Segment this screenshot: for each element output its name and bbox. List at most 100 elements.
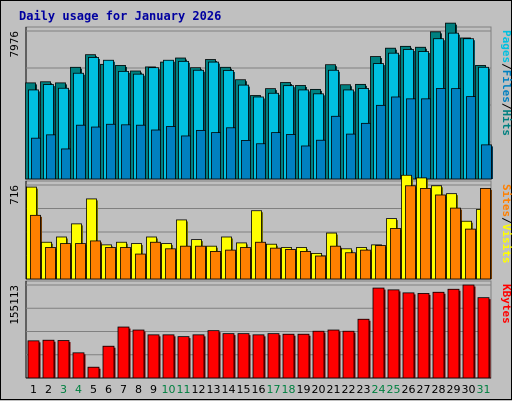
bar-pages-day-20 <box>316 139 327 180</box>
bar-pages-day-26 <box>406 98 417 180</box>
bar-sites-day-29 <box>450 207 461 280</box>
x-tick-label: 14 <box>222 383 236 396</box>
bar-sites-day-31 <box>480 188 491 280</box>
bar-pages-day-4 <box>76 124 87 180</box>
bar-pages-day-9 <box>151 129 162 180</box>
x-tick-label: 1 <box>30 383 37 396</box>
series-legend-label: Sites/Visits <box>500 184 512 264</box>
x-tick-label: 7 <box>120 383 127 396</box>
x-tick-label: 29 <box>447 383 461 396</box>
bar-sites-day-1 <box>30 214 41 280</box>
y-max-label: 716 <box>8 185 21 205</box>
bar-pages-day-13 <box>211 132 222 180</box>
x-tick-label: 26 <box>402 383 416 396</box>
bar-pages-day-18 <box>286 134 297 180</box>
x-tick-label: 9 <box>150 383 157 396</box>
x-tick-label: 19 <box>297 383 311 396</box>
legend-part: / <box>500 63 512 70</box>
bar-kbytes-day-11 <box>177 336 190 379</box>
bar-sites-day-22 <box>345 252 356 280</box>
legend-part: Visits <box>500 224 512 264</box>
bar-kbytes-day-19 <box>297 333 310 379</box>
bar-sites-day-2 <box>45 247 56 280</box>
bar-pages-day-27 <box>421 98 432 180</box>
bar-pages-day-3 <box>61 148 72 180</box>
panel-visits-sites: 716 Sites/Visits <box>8 174 512 280</box>
legend-part: Files <box>500 70 512 103</box>
series-legend-label: KBytes <box>500 284 512 324</box>
bar-sites-day-5 <box>90 240 101 280</box>
bar-pages-day-11 <box>181 135 192 180</box>
bar-pages-day-23 <box>361 122 372 180</box>
x-tick-label: 10 <box>162 383 176 396</box>
bar-sites-day-28 <box>435 194 446 280</box>
x-tick-label: 31 <box>477 383 491 396</box>
x-tick-label: 24 <box>372 383 386 396</box>
bar-kbytes-day-28 <box>432 291 445 379</box>
x-tick-label: 12 <box>192 383 206 396</box>
bar-sites-day-11 <box>180 245 191 280</box>
bar-pages-day-6 <box>106 123 117 180</box>
bar-kbytes-day-27 <box>417 293 430 379</box>
x-tick-label: 4 <box>75 383 82 396</box>
bar-sites-day-27 <box>420 188 431 280</box>
bar-kbytes-day-4 <box>72 352 85 379</box>
bar-sites-day-4 <box>75 243 86 280</box>
bar-pages-day-19 <box>301 145 312 180</box>
bar-kbytes-day-29 <box>447 288 460 379</box>
bar-sites-day-13 <box>210 251 221 280</box>
bar-sites-day-17 <box>270 247 281 280</box>
bar-kbytes-day-15 <box>237 333 250 379</box>
bar-sites-day-23 <box>360 249 371 280</box>
x-tick-label: 28 <box>432 383 446 396</box>
bar-kbytes-day-12 <box>192 334 205 379</box>
bar-pages-day-17 <box>271 132 282 180</box>
bar-kbytes-day-1 <box>27 340 40 379</box>
bar-sites-day-19 <box>300 251 311 280</box>
legend-part: / <box>500 103 512 110</box>
panel-kbytes: 155113 KBytes <box>8 280 512 379</box>
bar-sites-day-18 <box>285 249 296 280</box>
bar-kbytes-day-17 <box>267 333 280 379</box>
x-tick-label: 22 <box>342 383 356 396</box>
bar-sites-day-10 <box>165 248 176 280</box>
bar-pages-day-29 <box>451 88 462 180</box>
bar-sites-day-26 <box>405 185 416 280</box>
legend-part: KBytes <box>500 284 512 324</box>
bar-kbytes-day-9 <box>147 334 160 379</box>
bar-kbytes-day-21 <box>327 329 340 379</box>
bar-sites-day-8 <box>135 253 146 280</box>
legend-part: Pages <box>500 30 512 63</box>
bar-kbytes-day-5 <box>87 366 100 379</box>
bar-sites-day-12 <box>195 245 206 280</box>
bar-pages-day-7 <box>121 124 132 180</box>
bar-pages-day-12 <box>196 129 207 180</box>
bar-kbytes-day-6 <box>102 345 115 379</box>
y-max-label: 7976 <box>8 31 21 58</box>
bar-pages-day-15 <box>241 140 252 180</box>
legend-part: Sites <box>500 184 512 217</box>
bar-kbytes-day-20 <box>312 330 325 379</box>
bar-sites-day-25 <box>390 228 401 280</box>
bar-pages-day-16 <box>256 143 267 180</box>
bar-kbytes-day-23 <box>357 318 370 379</box>
bar-sites-day-15 <box>240 247 251 280</box>
bar-kbytes-day-8 <box>132 329 145 379</box>
bar-sites-day-3 <box>60 243 71 280</box>
bar-pages-day-21 <box>331 115 342 180</box>
bar-sites-day-6 <box>105 247 116 280</box>
bar-sites-day-20 <box>315 255 326 280</box>
x-tick-label: 15 <box>237 383 251 396</box>
x-tick-label: 27 <box>417 383 431 396</box>
bar-sites-day-14 <box>225 249 236 280</box>
legend-part: Hits <box>500 110 512 137</box>
bar-pages-day-10 <box>166 126 177 180</box>
bar-pages-day-25 <box>391 96 402 180</box>
x-tick-label: 21 <box>327 383 341 396</box>
bar-pages-day-2 <box>46 134 57 180</box>
bar-kbytes-day-10 <box>162 334 175 379</box>
panel-hits-files-pages: 7976 Pages/Files/Hits <box>8 22 512 180</box>
bar-pages-day-24 <box>376 104 387 180</box>
bar-sites-day-16 <box>255 241 266 280</box>
